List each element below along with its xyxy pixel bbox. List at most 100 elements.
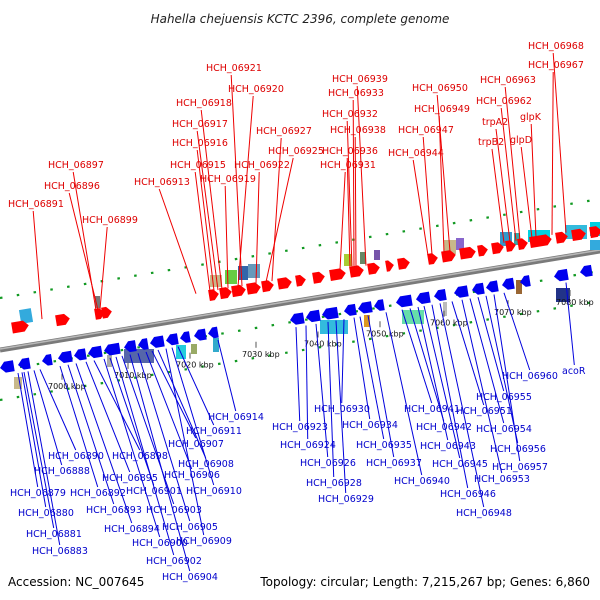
gene-label: HCH_06915	[170, 160, 226, 171]
gene-label: HCH_06945	[432, 459, 488, 470]
forward-gene-arrow	[329, 268, 346, 281]
gene-label: HCH_06923	[272, 422, 328, 433]
leader-line	[469, 298, 505, 424]
leader-line	[230, 74, 243, 287]
leader-line	[165, 348, 205, 536]
gene-label: HCH_06935	[356, 440, 412, 451]
leader-line	[341, 319, 345, 404]
leader-line	[367, 315, 395, 458]
forward-gene-arrow	[505, 240, 516, 252]
gene-label: HCH_06933	[328, 88, 384, 99]
gene-label: HCH_06934	[342, 420, 398, 431]
leader-line	[356, 85, 367, 266]
leader-line	[500, 107, 517, 241]
gene-label: HCH_06924	[280, 440, 336, 451]
leader-line	[359, 316, 385, 440]
gene-label: HCH_06907	[168, 439, 224, 450]
gene-label: HCH_06881	[26, 529, 82, 540]
gene-label: HCH_06963	[480, 75, 536, 86]
reverse-gene-arrow	[358, 301, 373, 314]
leader-line	[109, 357, 155, 486]
leader-line	[353, 317, 371, 420]
forward-gene-arrow	[517, 238, 528, 250]
reverse-gene-arrow	[180, 331, 191, 343]
reverse-gene-arrow	[472, 282, 485, 295]
leader-line	[504, 86, 521, 241]
leader-line	[552, 52, 567, 233]
forward-gene-arrow	[589, 226, 600, 239]
leader-line	[385, 312, 423, 476]
reverse-genes	[0, 264, 593, 373]
tick-label: 7010 kbp	[114, 371, 152, 380]
gene-label: HCH_06968	[528, 41, 584, 52]
leader-line	[530, 123, 537, 238]
gene-label: HCH_06954	[476, 424, 532, 435]
gene-label: glpD	[510, 135, 532, 146]
gene-label: HCH_06917	[172, 119, 228, 130]
leader-line	[417, 306, 449, 441]
leader-line	[68, 192, 99, 310]
leader-line	[99, 226, 108, 310]
forward-gene-arrow	[367, 262, 380, 275]
leader-line	[157, 349, 207, 459]
reverse-gene-arrow	[344, 303, 357, 316]
forward-gene-arrow	[571, 228, 586, 242]
gene-label: acoR	[562, 366, 586, 377]
reverse-gene-labels: HCH_06879 HCH_06880 HCH_06881 HCH_06883 HCH_…	[10, 282, 586, 583]
reverse-gene-arrow	[194, 328, 207, 341]
gene-label: trpB2	[478, 137, 504, 148]
gene-label: HCH_06947	[398, 125, 454, 136]
gene-label: HCH_06888	[34, 466, 90, 477]
gene-label: HCH_06948	[456, 508, 512, 519]
leader-line	[224, 185, 229, 289]
leader-line	[85, 361, 131, 473]
reverse-gene-arrow	[18, 357, 31, 370]
gene-label: HCH_06931	[320, 160, 376, 171]
gene-label: HCH_06967	[528, 60, 584, 71]
forward-gene-arrow	[459, 246, 476, 260]
leader-line	[438, 115, 445, 253]
leader-line	[305, 325, 309, 440]
reverse-gene-arrow	[486, 280, 499, 293]
leader-line	[17, 372, 39, 488]
feature-box	[374, 250, 380, 260]
gene-label: HCH_06949	[414, 104, 470, 115]
leader-line	[271, 137, 282, 282]
reverse-gene-arrow	[290, 312, 305, 325]
gene-label: HCH_06908	[178, 459, 234, 470]
reverse-gene-arrow	[322, 306, 339, 320]
tick-label: 7000 kbp	[48, 382, 86, 391]
leader-line	[520, 146, 533, 239]
feature-box	[516, 280, 522, 294]
leader-line	[171, 347, 215, 486]
gene-label: HCH_06903	[146, 505, 202, 516]
reverse-gene-arrow	[124, 340, 137, 353]
forward-gene-arrow	[555, 231, 568, 244]
leader-line	[217, 339, 237, 412]
leader-line	[129, 354, 191, 572]
leader-line	[493, 294, 521, 462]
forward-gene-arrow	[55, 313, 70, 327]
gene-label: HCH_06937	[366, 458, 422, 469]
genome-summary-text: Topology: circular; Length: 7,215,267 bp…	[259, 575, 590, 589]
gene-label: HCH_06920	[228, 84, 284, 95]
leader-line	[503, 292, 531, 371]
leader-line	[327, 321, 335, 478]
leader-line	[39, 369, 77, 451]
leader-line	[67, 364, 115, 505]
feature-box	[107, 355, 112, 367]
leader-line	[409, 308, 445, 422]
gene-label: HCH_06943	[420, 441, 476, 452]
leader-line	[59, 365, 99, 488]
reverse-gene-arrow	[416, 291, 431, 304]
tick-label: 7080 kbp	[556, 298, 594, 307]
feature-box	[360, 252, 366, 264]
forward-gene-arrow	[219, 287, 232, 300]
leader-line	[21, 372, 47, 508]
leader-line	[352, 99, 355, 268]
gene-label: HCH_06919	[200, 174, 256, 185]
forward-gene-arrow	[349, 265, 364, 278]
leader-line	[145, 351, 193, 470]
gene-label: HCH_06930	[314, 404, 370, 415]
